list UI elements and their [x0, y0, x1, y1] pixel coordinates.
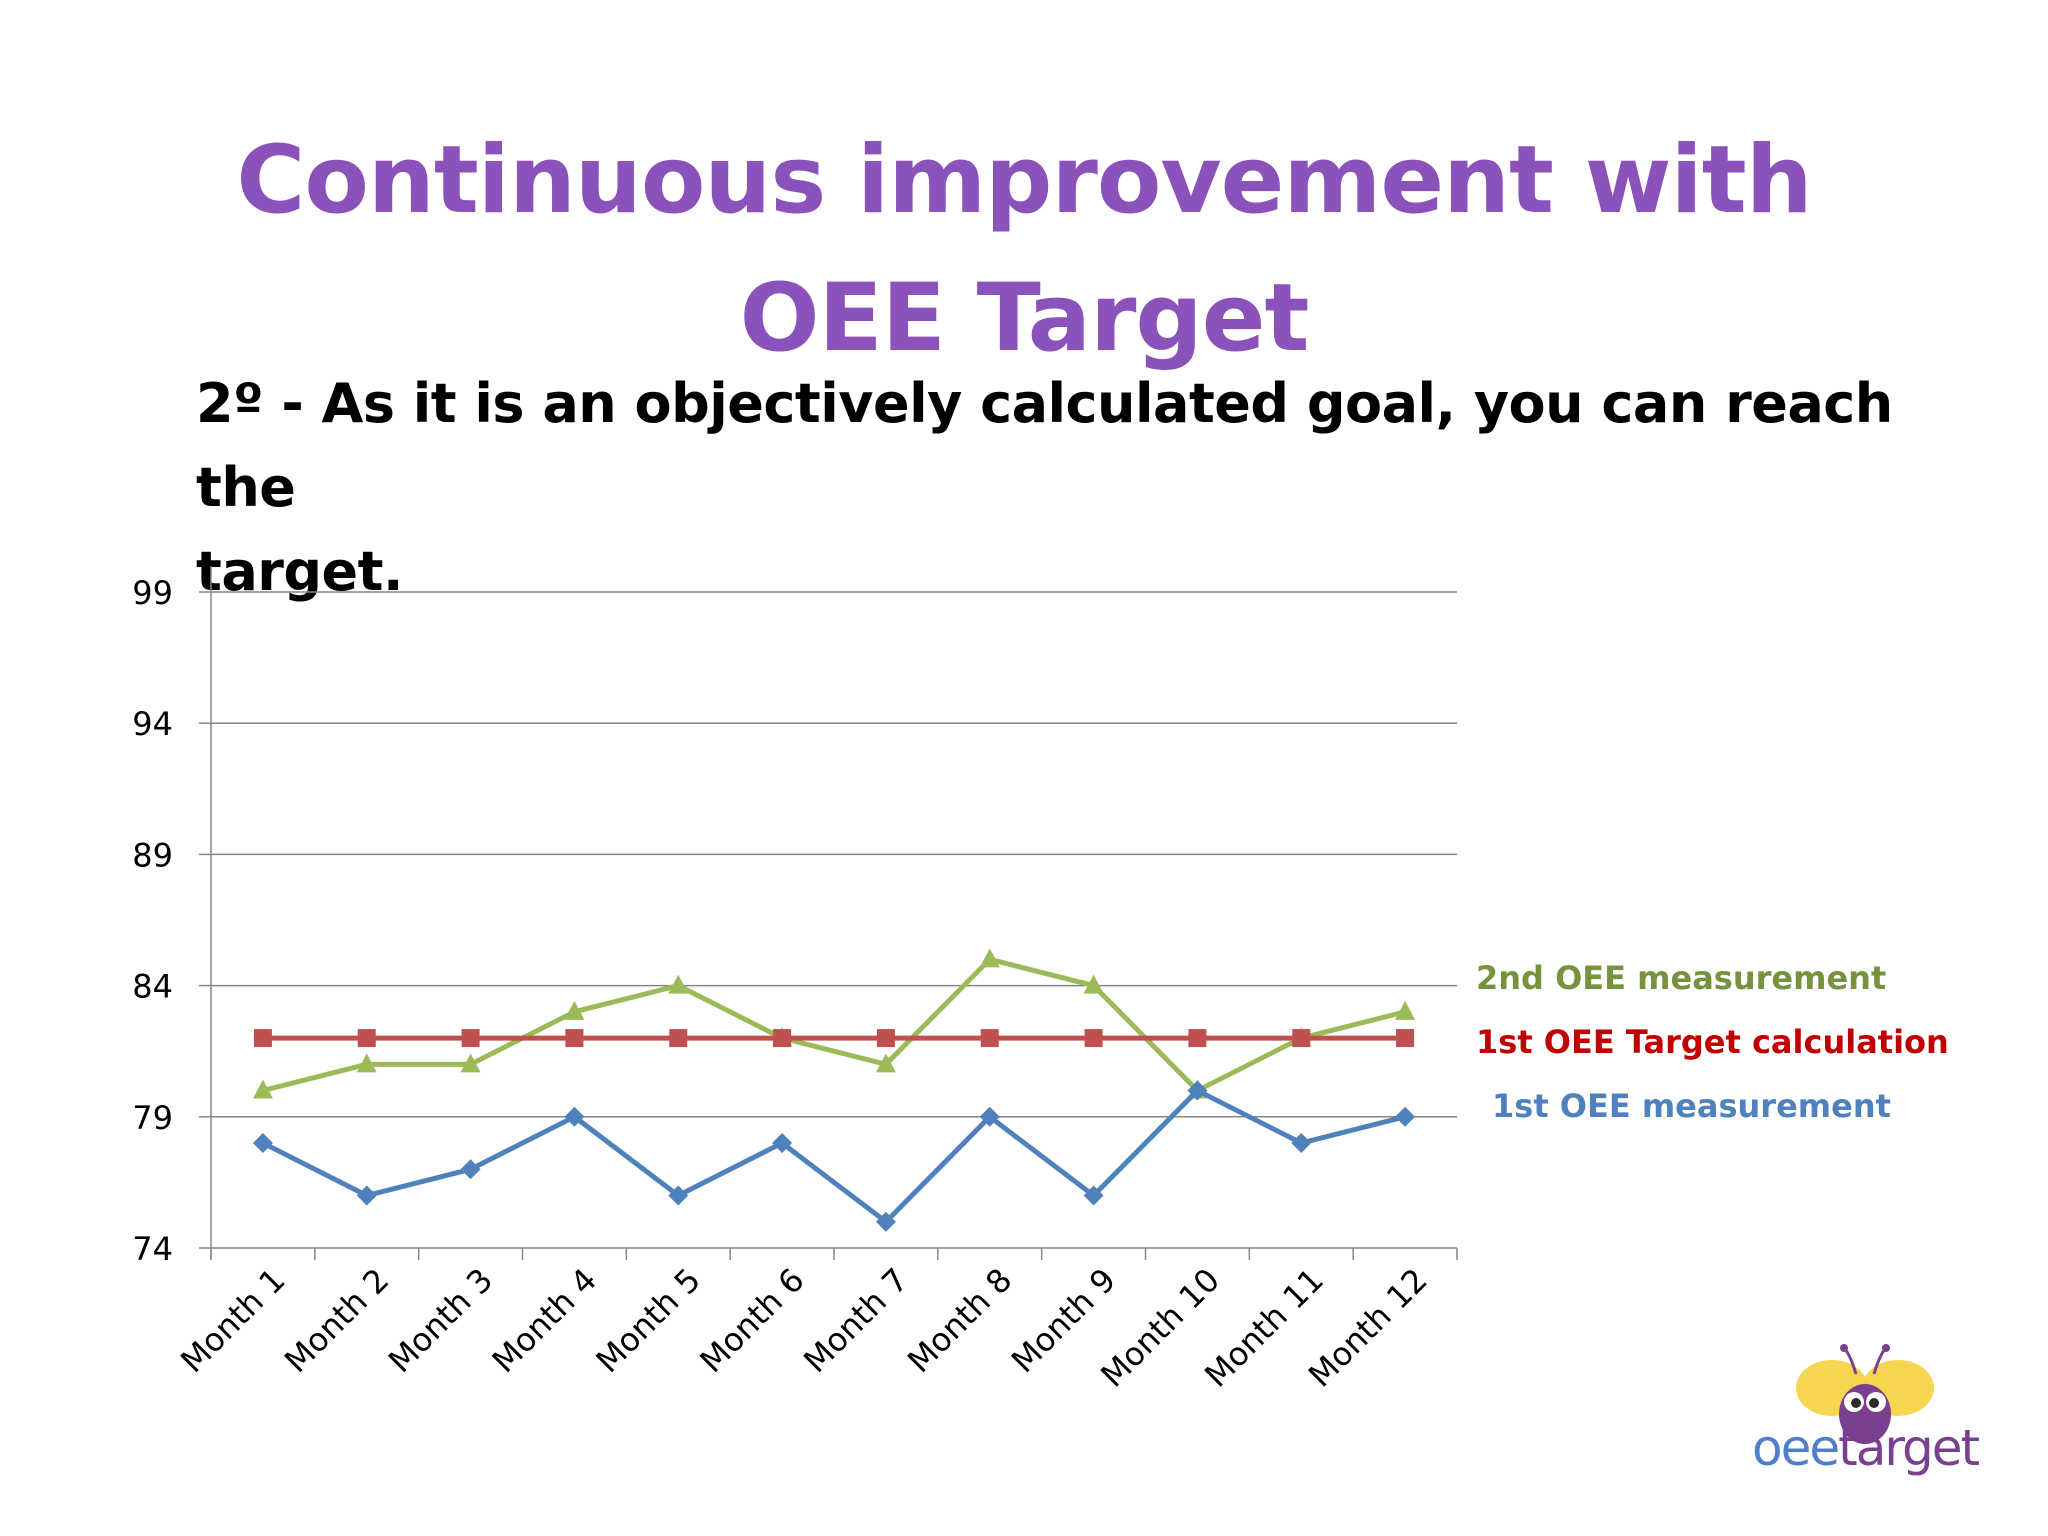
- logo-text-target: target: [1838, 1419, 1980, 1477]
- grid-lines: [211, 591, 1457, 1118]
- x-tick-label: Month 5: [589, 1261, 708, 1380]
- data-point: [980, 1029, 999, 1048]
- data-point: [669, 1029, 688, 1048]
- y-tick-label: 79: [132, 1099, 173, 1137]
- x-tick-label: Month 6: [692, 1261, 811, 1380]
- data-point: [1292, 1029, 1311, 1048]
- series-2: [252, 1080, 1416, 1232]
- x-tick-label: Month 1: [173, 1261, 292, 1380]
- y-tick-label: 89: [132, 836, 173, 874]
- data-point: [356, 1053, 377, 1073]
- y-tick-label: 74: [132, 1230, 173, 1268]
- data-point: [875, 1211, 896, 1232]
- x-tick-label: Month 4: [485, 1261, 604, 1380]
- y-tick-labels: 99 94 89 84 79 74: [132, 574, 173, 1268]
- slide-title: Continuous improvement with OEE Target: [0, 112, 2048, 388]
- legend-entry: 1st OEE Target calculation: [1476, 1023, 1949, 1061]
- series-0: [252, 948, 1416, 1099]
- data-point: [1395, 1000, 1416, 1020]
- data-point: [565, 1029, 584, 1048]
- x-tick-label: Month 2: [277, 1261, 396, 1380]
- data-point: [461, 1029, 480, 1048]
- data-point: [668, 1185, 689, 1206]
- data-point: [1084, 1029, 1103, 1048]
- title-line-2: OEE Target: [739, 264, 1310, 373]
- data-point: [564, 1000, 585, 1020]
- bee-icon: [1796, 1344, 1934, 1444]
- y-tick-label: 84: [132, 968, 173, 1006]
- series: [252, 948, 1416, 1232]
- data-point: [772, 1133, 793, 1154]
- data-point: [1188, 1029, 1207, 1048]
- data-point: [1187, 1080, 1208, 1101]
- x-tick-label: Month 7: [796, 1261, 915, 1380]
- data-point: [979, 948, 1000, 968]
- data-point: [1395, 1106, 1416, 1127]
- data-point: [668, 974, 689, 994]
- y-tick-label: 94: [132, 705, 173, 743]
- subtitle-line-1: 2º - As it is an objectively calculated …: [196, 372, 1893, 519]
- data-point: [357, 1029, 376, 1048]
- data-point: [773, 1029, 792, 1048]
- data-point: [876, 1029, 895, 1048]
- series-line: [262, 956, 1406, 1094]
- data-point: [252, 1133, 273, 1154]
- axes: [199, 566, 1458, 1260]
- data-point: [1083, 974, 1104, 994]
- series-line: [261, 1088, 1406, 1225]
- logo-text-oee: oee: [1752, 1419, 1840, 1477]
- data-point: [1083, 1185, 1104, 1206]
- legend-entry: 1st OEE measurement: [1492, 1087, 1891, 1125]
- data-point: [252, 1079, 273, 1099]
- data-point: [460, 1053, 481, 1073]
- data-point: [253, 1029, 272, 1048]
- data-point: [564, 1106, 585, 1127]
- data-point: [875, 1053, 896, 1073]
- x-tick-label: Month 3: [381, 1261, 500, 1380]
- x-tick-label: Month 8: [900, 1261, 1019, 1380]
- data-point: [1396, 1029, 1415, 1048]
- data-point: [1291, 1133, 1312, 1154]
- y-tick-label: 99: [132, 574, 173, 612]
- data-point: [356, 1185, 377, 1206]
- logo-wordmark: oeetarget: [1752, 1418, 1980, 1478]
- series-1: [253, 1029, 1415, 1048]
- legend-entry: 2nd OEE measurement: [1476, 959, 1887, 997]
- title-line-1: Continuous improvement with: [236, 126, 1812, 235]
- data-point: [979, 1106, 1000, 1127]
- data-point: [460, 1159, 481, 1180]
